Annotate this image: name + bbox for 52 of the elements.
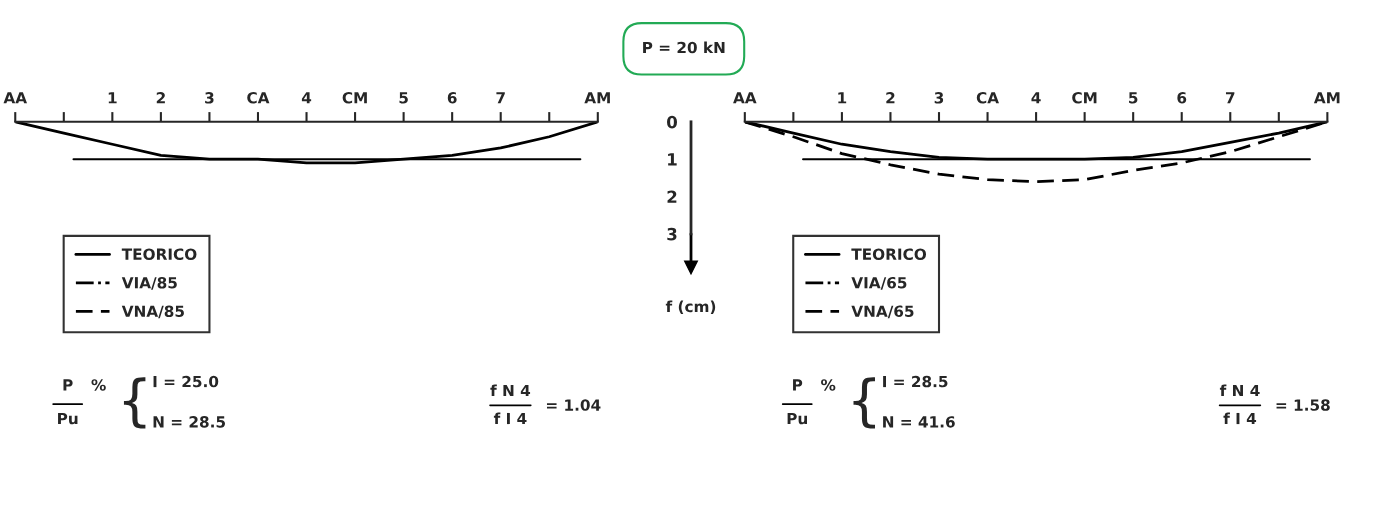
text: P = 20 kN xyxy=(643,41,725,54)
x-tick-label: 1 xyxy=(108,92,117,104)
y-axis-title: f (cm) xyxy=(665,300,716,315)
x-tick-label: 1 xyxy=(838,92,847,104)
text: = 1.04 xyxy=(546,399,601,411)
text: Pu xyxy=(787,412,807,425)
text: { xyxy=(853,377,875,429)
x-tick-label: 6 xyxy=(1177,92,1187,104)
legend-label: VIA/65 xyxy=(851,276,907,290)
x-tick-label: 2 xyxy=(886,92,895,104)
text: P xyxy=(63,379,73,391)
x-tick-label: AA xyxy=(3,92,28,104)
text: f N 4 xyxy=(1219,384,1260,397)
x-tick-label: 4 xyxy=(301,92,312,104)
x-tick-label: 5 xyxy=(399,92,408,104)
x-tick-label: 3 xyxy=(205,92,214,104)
text: f N 4 xyxy=(490,384,531,397)
legend-label: TEORICO xyxy=(121,248,197,260)
text: I = 25.0 xyxy=(153,375,219,388)
x-tick-label: 7 xyxy=(496,92,505,104)
x-tick-label: 6 xyxy=(447,92,457,104)
legend-label: TEORICO xyxy=(851,248,927,260)
text: Pu xyxy=(58,412,78,425)
legend-label: VNA/85 xyxy=(121,305,184,319)
x-tick-label: AM xyxy=(1313,92,1340,104)
text: N = 28.5 xyxy=(153,416,226,428)
x-tick-label: 2 xyxy=(156,92,165,104)
x-tick-label: AA xyxy=(733,92,757,104)
text: f I 4 xyxy=(493,412,527,425)
y-tick-label: 1 xyxy=(668,153,677,166)
text: % xyxy=(91,379,106,391)
text: P xyxy=(793,379,803,391)
text: I = 28.5 xyxy=(883,375,948,388)
text: % xyxy=(821,379,836,391)
x-tick-label: 5 xyxy=(1129,92,1138,104)
text: { xyxy=(123,377,146,429)
x-tick-label: CM xyxy=(1072,92,1097,104)
x-tick-label: AM xyxy=(584,92,610,104)
x-tick-label: 4 xyxy=(1031,92,1041,104)
y-tick-label: 2 xyxy=(667,190,677,203)
x-tick-label: 7 xyxy=(1225,92,1235,104)
x-tick-label: CA xyxy=(247,92,270,104)
x-tick-label: 3 xyxy=(934,92,944,104)
legend-label: VNA/65 xyxy=(851,305,914,319)
text: = 1.58 xyxy=(1276,399,1330,411)
text: N = 41.6 xyxy=(883,416,955,428)
text: f I 4 xyxy=(1223,412,1257,425)
legend-label: VIA/85 xyxy=(121,276,177,290)
x-tick-label: CA xyxy=(976,92,999,104)
x-tick-label: CM xyxy=(342,92,367,104)
y-tick-label: 3 xyxy=(667,227,677,241)
y-tick-label: 0 xyxy=(667,115,678,129)
